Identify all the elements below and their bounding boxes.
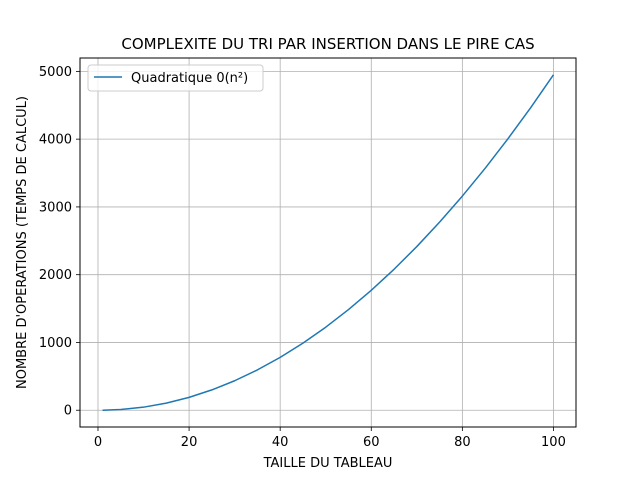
series-line: [102, 74, 555, 411]
y-tick-label: 5000: [39, 65, 72, 80]
series-layer: [102, 74, 555, 411]
y-tick-label: 2000: [39, 268, 72, 283]
y-tick-label: 1000: [39, 336, 72, 351]
x-axis-label: TAILLE DU TABLEAU: [263, 456, 393, 471]
legend: Quadratique 0(n²): [87, 64, 264, 92]
grid-lines: [80, 58, 576, 427]
x-tick-label: 20: [181, 435, 198, 450]
x-tick-label: 40: [272, 435, 289, 450]
plot-frame: [79, 57, 577, 428]
y-axis-label: NOMBRE D'OPERATIONS (TEMPS DE CALCUL): [15, 96, 30, 389]
x-tick-label: 80: [454, 435, 471, 450]
y-tick-label: 4000: [39, 133, 72, 148]
x-tick-label: 100: [541, 435, 566, 450]
legend-box: [87, 64, 264, 92]
legend-label: Quadratique 0(n²): [131, 71, 248, 86]
x-tick-label: 0: [94, 435, 102, 450]
y-tick-label: 0: [64, 404, 72, 419]
chart-title: COMPLEXITE DU TRI PAR INSERTION DANS LE …: [121, 35, 534, 53]
x-tick-label: 60: [363, 435, 380, 450]
y-tick-label: 3000: [39, 200, 72, 215]
